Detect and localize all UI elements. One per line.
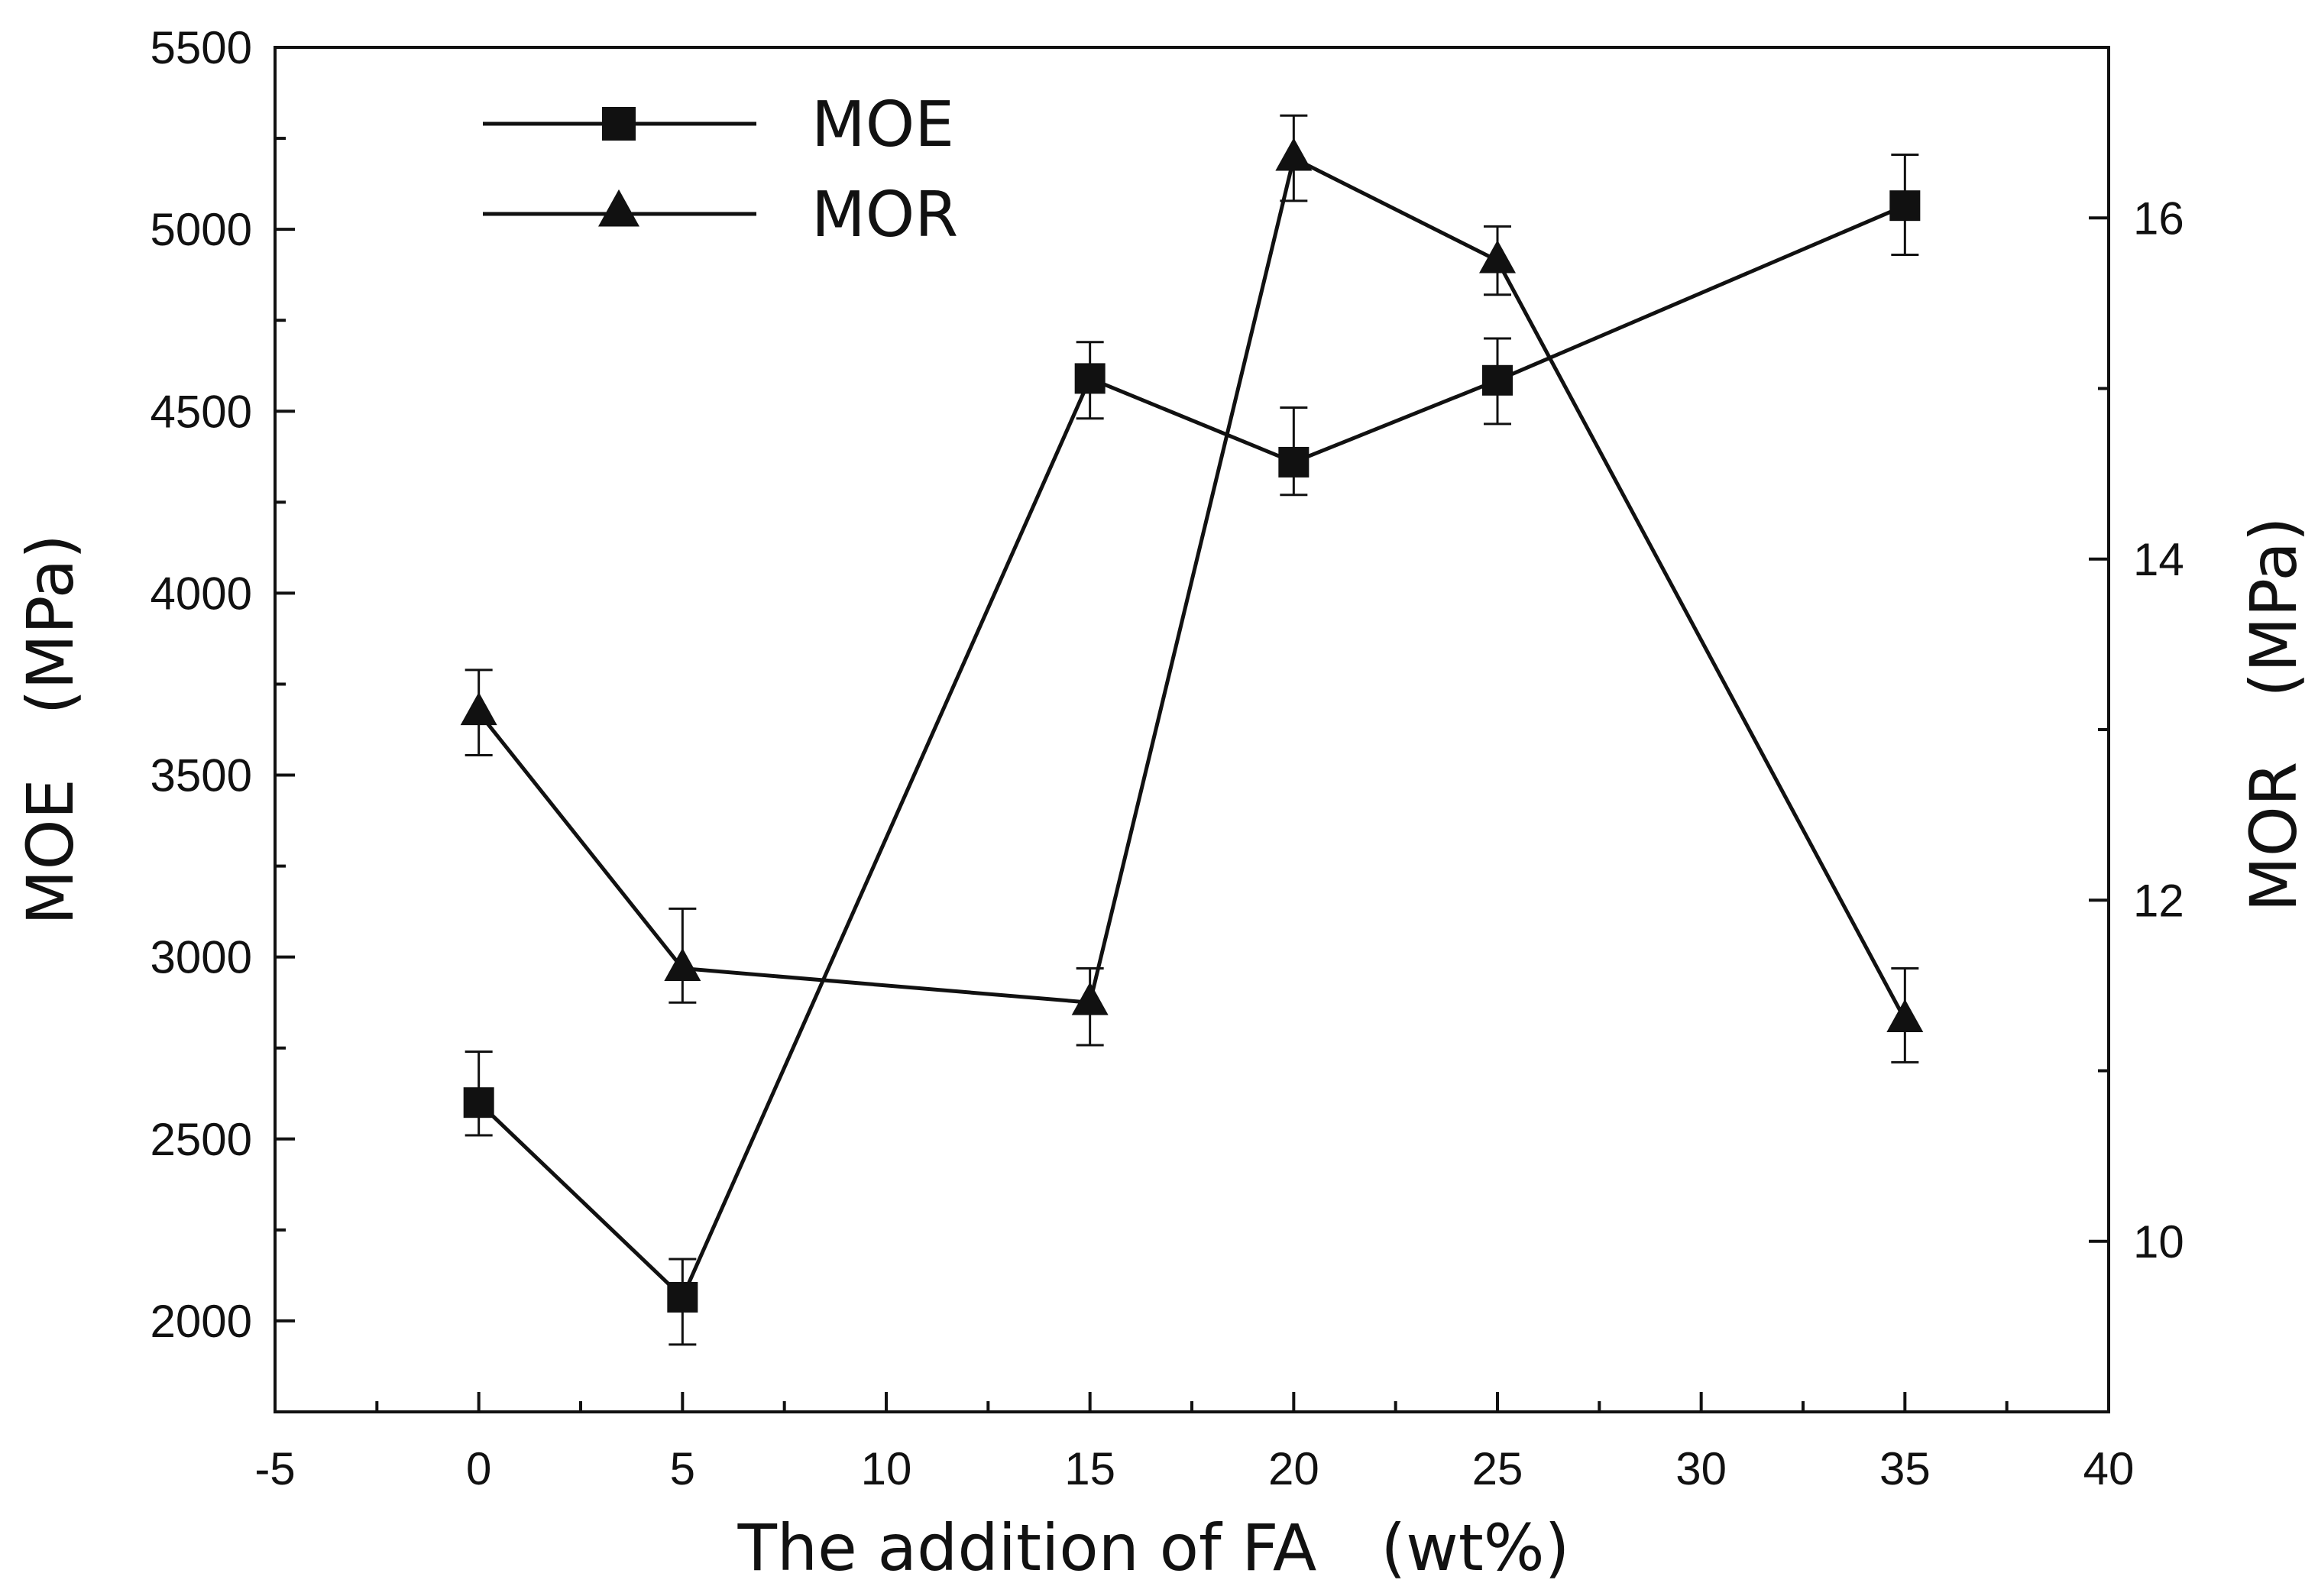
y-tick-label: 5000	[151, 204, 252, 255]
legend-marker-mor	[598, 189, 639, 227]
x-tick-label: 0	[466, 1443, 491, 1494]
y-axis-right: 10 12 14 16	[2089, 46, 2184, 1413]
x-tick-label: 15	[1064, 1443, 1115, 1494]
moe-point	[1482, 364, 1513, 396]
series-layer	[460, 114, 1924, 1346]
x-tick-label: 10	[861, 1443, 912, 1494]
y-axis-title: MOE (MPa)	[13, 534, 88, 925]
x-tick-label: -5	[254, 1443, 295, 1494]
y-tick-label: 3500	[151, 750, 252, 801]
mor-point	[1071, 982, 1109, 1015]
x-tick-label: 40	[2083, 1443, 2135, 1494]
mor-point	[1479, 240, 1516, 274]
y-tick-label: 4500	[151, 386, 252, 437]
y-tick-label: 2000	[151, 1296, 252, 1347]
y-tick-label: 4000	[151, 568, 252, 619]
series-mor	[460, 114, 1924, 1063]
x-axis: -5 0 5 10 15 20 25 30 35 40	[254, 1392, 2134, 1494]
moe-point	[667, 1281, 698, 1313]
mor-point	[1275, 138, 1313, 171]
mor-point	[664, 947, 701, 981]
series-moe	[463, 153, 1921, 1346]
x-tick-label: 5	[670, 1443, 695, 1494]
y2-tick-label: 10	[2133, 1216, 2184, 1267]
y2-tick-label: 16	[2133, 193, 2184, 244]
moe-point	[1074, 363, 1106, 394]
moe-point	[1889, 190, 1921, 222]
x-tick-label: 25	[1472, 1443, 1523, 1494]
y-axis-left: 2000 2500 3000 3500 4000 4500 5000 5500	[151, 22, 295, 1413]
legend-marker-moe	[602, 107, 636, 141]
y2-axis-title: MOR (MPa)	[2236, 516, 2311, 911]
mor-line	[477, 156, 1907, 1021]
legend-label-mor: MOR	[811, 179, 958, 251]
y2-tick-label: 12	[2133, 875, 2184, 926]
x-tick-label: 20	[1268, 1443, 1319, 1494]
moe-point	[463, 1087, 494, 1118]
y-tick-label: 3000	[151, 932, 252, 983]
mor-point	[1886, 999, 1924, 1032]
moe-point	[1278, 446, 1310, 478]
moe-line	[477, 203, 1906, 1300]
y-tick-label: 5500	[151, 22, 252, 73]
legend: MOE MOR	[483, 89, 958, 251]
plot-frame	[274, 46, 2110, 1413]
mor-point	[460, 691, 497, 726]
x-tick-label: 30	[1675, 1443, 1727, 1494]
x-axis-title: The addition of FA (wt%)	[737, 1510, 1570, 1585]
legend-label-moe: MOE	[811, 89, 954, 161]
y2-tick-label: 14	[2133, 534, 2184, 585]
y-tick-label: 2500	[151, 1114, 252, 1165]
x-tick-label: 35	[1879, 1443, 1931, 1494]
